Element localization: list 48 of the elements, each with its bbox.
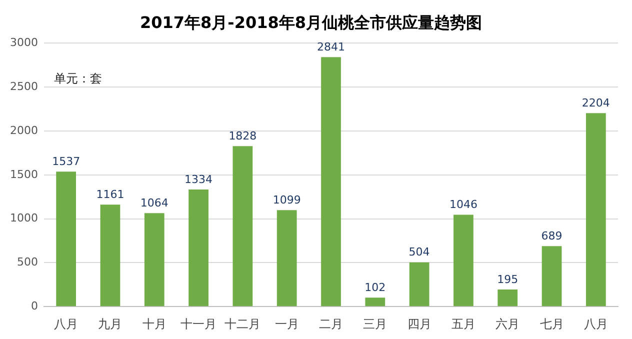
bar <box>365 298 386 306</box>
data-label: 504 <box>408 246 430 259</box>
bar <box>276 210 297 306</box>
data-label: 1537 <box>52 155 80 168</box>
bar <box>232 146 253 306</box>
bar <box>454 214 474 306</box>
bar <box>586 113 606 306</box>
data-label: 1334 <box>184 172 213 186</box>
data-label: 2841 <box>316 40 345 54</box>
x-tick-label: 十二月 <box>224 316 261 331</box>
bar <box>321 57 341 306</box>
x-tick-label: 七月 <box>540 316 564 331</box>
bar <box>409 262 430 306</box>
x-tick-label: 十月 <box>142 316 166 331</box>
y-tick-label: 3000 <box>10 36 38 50</box>
data-label: 1161 <box>96 188 124 202</box>
bar <box>56 172 76 306</box>
x-tick-label: 十一月 <box>180 316 217 331</box>
y-tick-label: 0 <box>30 299 38 312</box>
x-tick-label: 八月 <box>584 316 608 331</box>
data-label: 1828 <box>228 129 257 142</box>
y-tick-label: 1000 <box>10 212 38 225</box>
x-tick-label: 六月 <box>496 316 520 331</box>
x-tick-label: 五月 <box>451 316 476 331</box>
bar <box>188 189 208 306</box>
y-tick-label: 1500 <box>10 168 38 181</box>
bar <box>100 204 120 306</box>
data-label: 689 <box>541 229 562 242</box>
x-tick-label: 一月 <box>274 316 299 331</box>
x-tick-label: 九月 <box>98 316 122 331</box>
x-tick-label: 八月 <box>54 316 78 331</box>
bar <box>144 213 164 306</box>
chart-title: 2017年8月-2018年8月仙桃全市供应量趋势图 <box>140 12 482 32</box>
data-label: 2204 <box>582 96 610 110</box>
bar <box>498 289 518 306</box>
y-tick-label: 2000 <box>10 124 38 137</box>
x-tick-label: 三月 <box>363 316 388 331</box>
x-tick-label: 四月 <box>407 316 432 331</box>
x-tick-label: 二月 <box>318 316 343 331</box>
annotation: 单元：套 <box>54 71 102 86</box>
y-tick-label: 500 <box>16 256 38 269</box>
data-label: 1046 <box>449 198 478 212</box>
data-label: 102 <box>364 281 386 294</box>
data-label: 1064 <box>140 196 168 210</box>
y-tick-label: 2500 <box>10 80 38 93</box>
bar <box>542 246 562 306</box>
data-label: 195 <box>497 272 518 286</box>
data-label: 1099 <box>272 193 301 206</box>
